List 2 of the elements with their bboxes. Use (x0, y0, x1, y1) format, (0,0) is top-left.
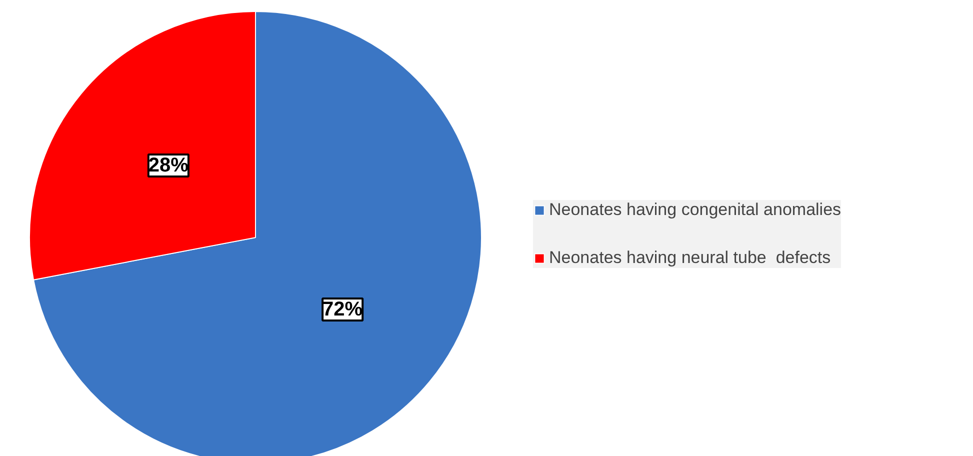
legend-label: Neonates having congenital anomalies (549, 200, 842, 220)
legend-label: Neonates having neural tube defects (549, 248, 831, 268)
